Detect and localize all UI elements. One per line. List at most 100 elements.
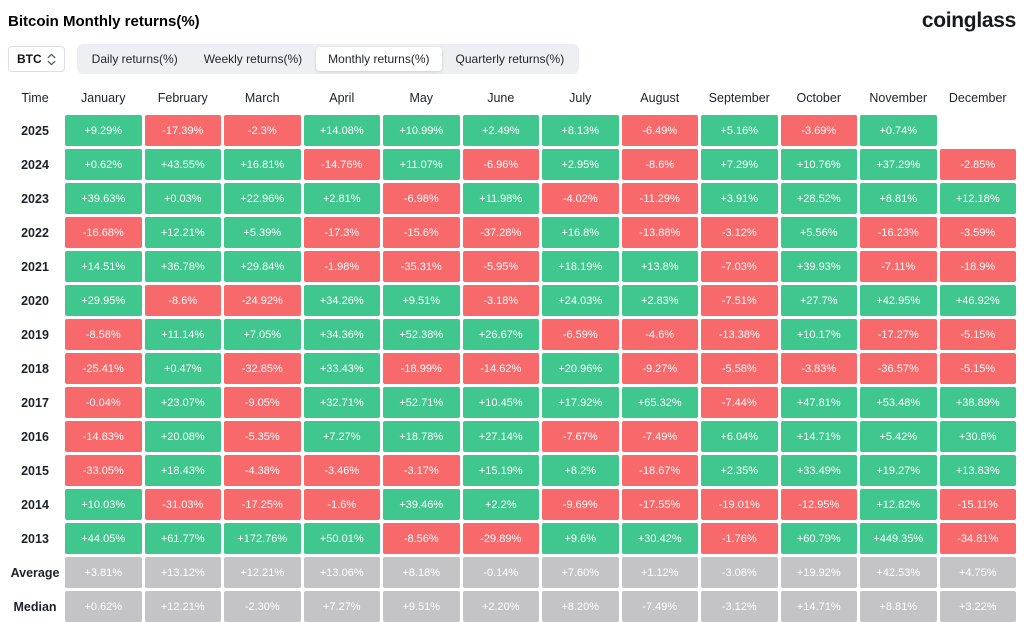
- return-cell: +0.62%: [65, 591, 142, 622]
- row-label: 2022: [8, 217, 62, 248]
- return-cell: -16.68%: [65, 217, 142, 248]
- return-cell: -4.02%: [542, 183, 619, 214]
- row-label: 2024: [8, 149, 62, 180]
- return-cell: +7.27%: [303, 591, 380, 622]
- return-cell: -7.44%: [701, 387, 778, 418]
- return-cell: -14.83%: [65, 421, 142, 452]
- return-cell: -6.98%: [383, 183, 460, 214]
- return-cell: +20.08%: [144, 421, 221, 452]
- return-cell: +14.08%: [303, 115, 380, 146]
- return-cell: +47.81%: [780, 387, 857, 418]
- return-cell: +50.01%: [303, 523, 380, 554]
- month-column-header: June: [462, 86, 539, 112]
- return-cell: +39.93%: [780, 251, 857, 282]
- return-cell: +0.62%: [65, 149, 142, 180]
- row-label: 2021: [8, 251, 62, 282]
- month-column-header: May: [383, 86, 460, 112]
- return-cell: +16.81%: [224, 149, 301, 180]
- return-cell: +2.49%: [462, 115, 539, 146]
- return-cell: +36.78%: [144, 251, 221, 282]
- month-column-header: September: [701, 86, 778, 112]
- return-cell: +172.76%: [224, 523, 301, 554]
- return-cell: -2.85%: [939, 149, 1016, 180]
- return-cell: +8.2%: [542, 455, 619, 486]
- return-cell: -3.12%: [701, 217, 778, 248]
- return-cell: -6.59%: [542, 319, 619, 350]
- return-cell: +19.92%: [780, 557, 857, 588]
- return-cell: -9.05%: [224, 387, 301, 418]
- return-cell: +0.03%: [144, 183, 221, 214]
- return-cell: -29.89%: [462, 523, 539, 554]
- top-bar: Bitcoin Monthly returns(%) coinglass: [8, 6, 1016, 36]
- row-label: 2014: [8, 489, 62, 520]
- month-column-header: August: [621, 86, 698, 112]
- return-cell: -15.6%: [383, 217, 460, 248]
- return-cell: +19.27%: [860, 455, 937, 486]
- return-cell: +10.99%: [383, 115, 460, 146]
- return-cell: -16.23%: [860, 217, 937, 248]
- tab-monthly[interactable]: Monthly returns(%): [316, 47, 442, 71]
- return-cell: -17.55%: [621, 489, 698, 520]
- return-cell: +52.71%: [383, 387, 460, 418]
- return-cell: +65.32%: [621, 387, 698, 418]
- return-cell: -3.18%: [462, 285, 539, 316]
- return-cell: +10.45%: [462, 387, 539, 418]
- return-cell: +9.6%: [542, 523, 619, 554]
- return-cell: +27.7%: [780, 285, 857, 316]
- return-cell: -8.6%: [621, 149, 698, 180]
- return-cell: +29.95%: [65, 285, 142, 316]
- tab-daily[interactable]: Daily returns(%): [80, 47, 190, 71]
- return-cell: -3.46%: [303, 455, 380, 486]
- row-label: 2025: [8, 115, 62, 146]
- return-cell: -17.39%: [144, 115, 221, 146]
- return-cell: -25.41%: [65, 353, 142, 384]
- return-cell: +3.81%: [65, 557, 142, 588]
- return-cell: -1.6%: [303, 489, 380, 520]
- return-cell: -0.14%: [462, 557, 539, 588]
- row-label: 2019: [8, 319, 62, 350]
- return-cell: -7.49%: [621, 421, 698, 452]
- return-cell: +46.92%: [939, 285, 1016, 316]
- month-column-header: February: [144, 86, 221, 112]
- return-cell: -15.11%: [939, 489, 1016, 520]
- return-cell: +26.67%: [462, 319, 539, 350]
- row-label: 2015: [8, 455, 62, 486]
- return-cell: -7.51%: [701, 285, 778, 316]
- return-cell: +2.2%: [462, 489, 539, 520]
- return-cell: +30.8%: [939, 421, 1016, 452]
- return-cell: -2.3%: [224, 115, 301, 146]
- return-cell: +53.48%: [860, 387, 937, 418]
- return-cell: +12.21%: [224, 557, 301, 588]
- return-cell: +8.13%: [542, 115, 619, 146]
- return-cell: +34.36%: [303, 319, 380, 350]
- symbol-selector[interactable]: BTC: [8, 46, 65, 72]
- return-cell: -7.03%: [701, 251, 778, 282]
- tab-weekly[interactable]: Weekly returns(%): [192, 47, 314, 71]
- month-column-header: November: [860, 86, 937, 112]
- return-cell: +7.05%: [224, 319, 301, 350]
- return-cell: -6.49%: [621, 115, 698, 146]
- return-cell: +30.42%: [621, 523, 698, 554]
- return-cell: +42.53%: [860, 557, 937, 588]
- return-cell: +7.60%: [542, 557, 619, 588]
- return-cell: -3.59%: [939, 217, 1016, 248]
- return-cell: -24.92%: [224, 285, 301, 316]
- return-cell: +13.12%: [144, 557, 221, 588]
- return-cell: -17.3%: [303, 217, 380, 248]
- return-cell: -1.76%: [701, 523, 778, 554]
- row-label: 2017: [8, 387, 62, 418]
- return-cell: +2.95%: [542, 149, 619, 180]
- monthly-returns-table: Time January February March April May June July…: [8, 86, 1016, 622]
- symbol-selector-label: BTC: [17, 52, 42, 66]
- return-cell: +18.19%: [542, 251, 619, 282]
- return-cell: +0.47%: [144, 353, 221, 384]
- return-cell: -3.08%: [701, 557, 778, 588]
- month-column-header: October: [780, 86, 857, 112]
- return-cell: +14.71%: [780, 421, 857, 452]
- return-cell: -4.6%: [621, 319, 698, 350]
- return-cell: +12.82%: [860, 489, 937, 520]
- return-cell: -5.35%: [224, 421, 301, 452]
- return-cell: +5.56%: [780, 217, 857, 248]
- tab-quarterly[interactable]: Quarterly returns(%): [444, 47, 577, 71]
- return-cell: +6.04%: [701, 421, 778, 452]
